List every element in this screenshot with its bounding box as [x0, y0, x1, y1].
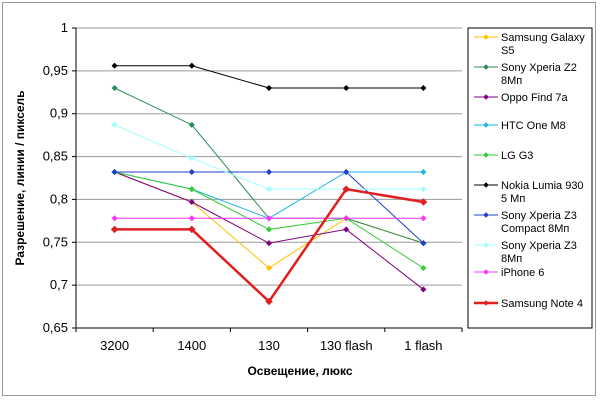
legend-label: Samsung Galaxy — [501, 32, 585, 44]
data-point — [265, 215, 273, 222]
legend-label: Compact 8Мп — [501, 223, 569, 235]
legend-swatch-marker — [483, 182, 489, 188]
data-point — [188, 121, 195, 129]
y-tick-label: 0,85 — [43, 149, 68, 164]
data-point — [188, 168, 195, 176]
data-point — [343, 215, 350, 222]
data-point — [342, 185, 351, 193]
grid-lines — [72, 27, 463, 332]
data-point — [265, 168, 273, 176]
legend-item: Samsung Note 4 — [474, 298, 583, 310]
data-point — [420, 215, 427, 222]
data-point — [420, 239, 427, 247]
y-tick-label: 0,65 — [43, 320, 68, 335]
y-tick-label: 0,95 — [43, 63, 68, 78]
data-point — [188, 198, 195, 206]
data-point — [187, 225, 196, 234]
x-tick-label: 130 — [258, 338, 280, 353]
legend-label: Samsung Note 4 — [501, 298, 583, 310]
legend-box — [467, 27, 593, 329]
x-tick-label: 3200 — [100, 338, 129, 353]
data-point — [188, 62, 195, 69]
legend-label: Sony Xperia Z3 — [501, 240, 577, 252]
data-point — [265, 226, 273, 233]
x-tick-label: 130 flash — [320, 338, 373, 353]
x-axis-title: Освещение, люкс — [247, 364, 352, 378]
data-point — [111, 168, 118, 176]
series-line — [114, 65, 424, 89]
data-point — [111, 84, 118, 92]
data-point — [343, 168, 350, 176]
data-point — [343, 226, 350, 233]
series-nokia-lumia-930-5- — [111, 62, 427, 92]
data-point — [110, 225, 119, 234]
data-point — [111, 62, 118, 69]
data-point — [188, 155, 195, 162]
legend-label: iPhone 6 — [501, 267, 544, 279]
series-sony-xperia-z3-compact-8- — [111, 168, 427, 247]
series-samsung-note-4 — [110, 185, 428, 306]
data-point — [111, 215, 118, 222]
legend-swatch-marker — [483, 34, 489, 40]
legend-swatch-marker — [483, 300, 489, 306]
legend-item: LG G3 — [474, 150, 533, 162]
legend-label: Nokia Lumia 930 — [501, 180, 584, 192]
legend-label: S5 — [501, 45, 514, 57]
legend-swatch-marker — [483, 212, 489, 218]
data-point — [265, 185, 273, 193]
series-sony-xperia-z2-8- — [111, 84, 427, 247]
data-point — [420, 264, 427, 272]
data-point — [420, 286, 427, 293]
y-tick-label: 1 — [61, 20, 68, 35]
data-point — [420, 84, 427, 92]
data-point — [188, 215, 195, 222]
legend-label: Sony Xperia Z3 — [501, 210, 577, 222]
legend-item: HTC One M8 — [474, 120, 566, 132]
x-tick-labels: 3200 1400 130 130 flash 1 flash — [100, 338, 442, 353]
legend-item: iPhone 6 — [474, 267, 544, 279]
x-tick-label: 1400 — [177, 338, 206, 353]
y-tick-label: 0,8 — [50, 191, 68, 206]
y-tick-labels: 0,65 0,7 0,75 0,8 0,85 0,9 0,95 1 — [43, 20, 68, 335]
data-point — [420, 185, 427, 193]
data-point — [343, 84, 350, 92]
y-axis-title: Разрешение, линии / пиксель — [13, 90, 27, 265]
legend-label: HTC One M8 — [501, 120, 566, 132]
series-iphone-6 — [111, 215, 427, 222]
legend-label: 8Мп — [501, 75, 522, 87]
x-tick-label: 1 flash — [404, 338, 442, 353]
y-tick-label: 0,75 — [43, 234, 68, 249]
legend-swatch-marker — [483, 64, 489, 70]
data-point — [188, 185, 195, 193]
series-group — [110, 62, 428, 306]
legend-swatch-marker — [483, 269, 489, 275]
data-point — [265, 239, 273, 247]
data-point — [420, 168, 427, 176]
legend-label: 5 Мп — [501, 193, 525, 205]
data-point — [111, 121, 118, 129]
y-tick-label: 0,9 — [50, 106, 68, 121]
data-point — [265, 297, 273, 306]
legend-label: Oppo Find 7a — [501, 92, 569, 104]
legend-label: Sony Xperia Z2 — [501, 62, 577, 74]
legend-swatch-marker — [483, 94, 489, 100]
legend-item: Oppo Find 7a — [474, 92, 569, 104]
data-point — [265, 84, 273, 92]
legend-swatch-marker — [483, 242, 489, 248]
legend-label: 8Мп — [501, 253, 522, 265]
legend-swatch-marker — [483, 152, 489, 158]
data-point — [419, 198, 428, 206]
legend-label: LG G3 — [501, 150, 533, 162]
legend-swatch-marker — [483, 122, 489, 128]
data-point — [265, 264, 273, 272]
y-tick-label: 0,7 — [50, 277, 68, 292]
